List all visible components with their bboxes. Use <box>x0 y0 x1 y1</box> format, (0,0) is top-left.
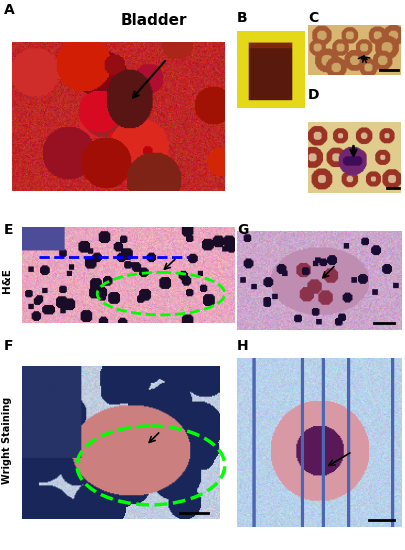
Text: Bladder: Bladder <box>121 13 187 28</box>
Text: H: H <box>237 339 249 353</box>
Text: B: B <box>237 11 247 25</box>
Text: Wright Staining: Wright Staining <box>2 397 12 483</box>
Text: F: F <box>4 339 13 353</box>
Text: E: E <box>4 223 13 236</box>
Text: A: A <box>4 3 15 16</box>
Text: D: D <box>308 88 320 102</box>
Text: G: G <box>237 223 248 236</box>
Text: C: C <box>308 11 318 25</box>
Text: H&E: H&E <box>2 268 12 293</box>
